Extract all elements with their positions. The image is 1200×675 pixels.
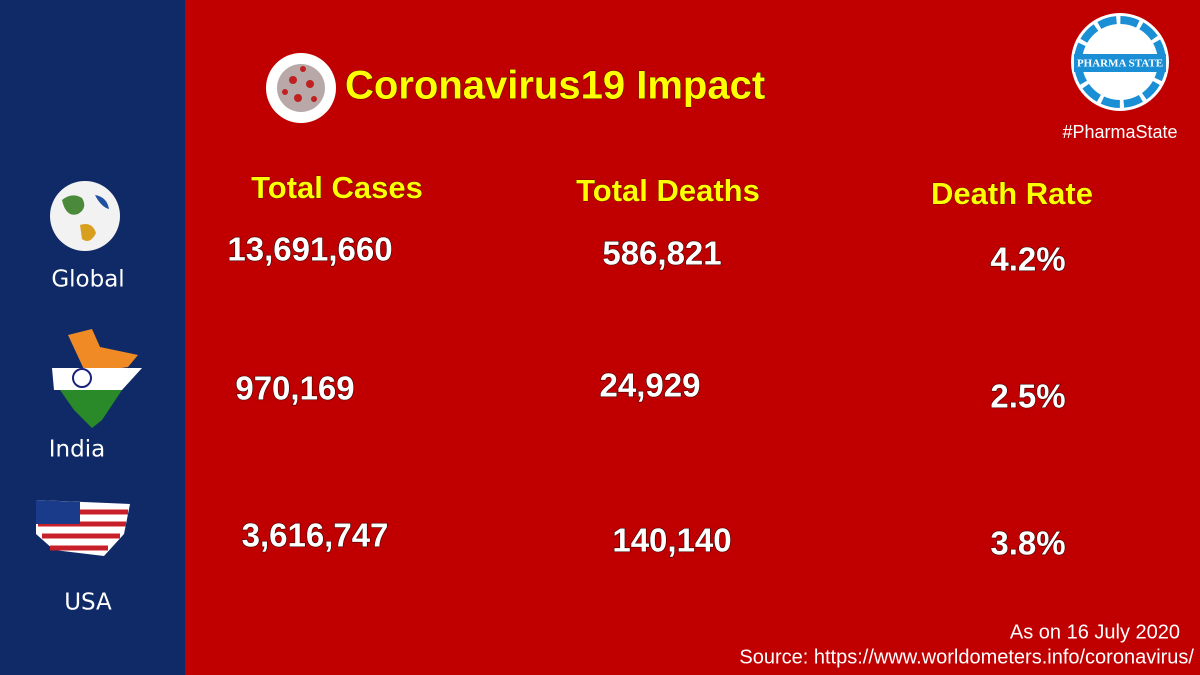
value: 13,691,660 bbox=[227, 231, 392, 268]
value: 970,169 bbox=[235, 370, 354, 407]
value: 2.5% bbox=[990, 378, 1065, 415]
usa-flag-icon bbox=[36, 500, 130, 556]
column-header: Total Cases bbox=[251, 170, 423, 205]
logo: PHARMA STATE bbox=[1071, 13, 1169, 111]
india-icon bbox=[52, 329, 142, 428]
value: 4.2% bbox=[990, 241, 1065, 278]
virus-icon bbox=[266, 53, 336, 123]
value: 3,616,747 bbox=[242, 517, 389, 554]
logo-text: PHARMA STATE bbox=[1077, 58, 1163, 70]
value: 24,929 bbox=[600, 367, 701, 404]
value: 140,140 bbox=[612, 522, 731, 559]
row-label: USA bbox=[64, 590, 112, 616]
hashtag: #PharmaState bbox=[1062, 122, 1177, 142]
column-header: Total Deaths bbox=[576, 173, 760, 208]
globe-icon bbox=[50, 181, 120, 251]
source-note: Source: https://www.worldometers.info/co… bbox=[739, 646, 1194, 668]
value: 3.8% bbox=[990, 525, 1065, 562]
title: Coronavirus19 Impact bbox=[345, 64, 765, 108]
column-header: Death Rate bbox=[931, 176, 1093, 211]
date-note: As on 16 July 2020 bbox=[1010, 621, 1180, 643]
value: 586,821 bbox=[602, 235, 721, 272]
row-label: Global bbox=[51, 267, 124, 293]
row-label: India bbox=[49, 437, 105, 463]
